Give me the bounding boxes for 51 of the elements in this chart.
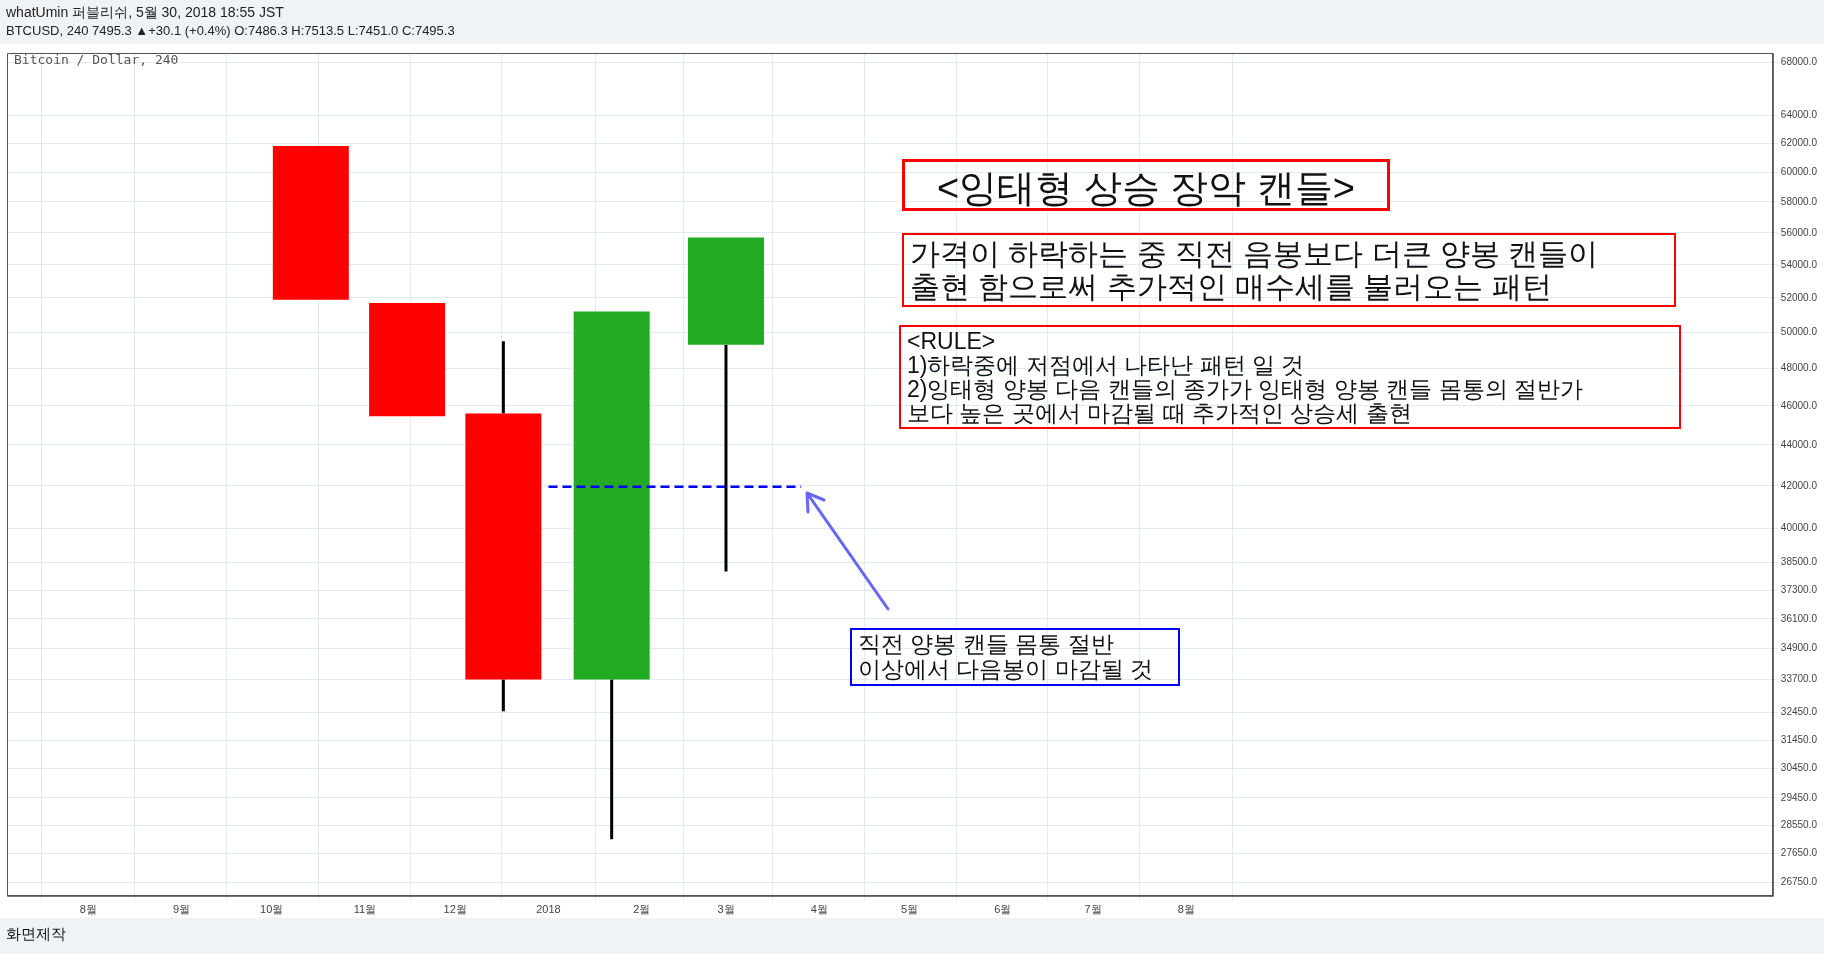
text: 화면제작 [6,925,66,944]
x-tick-label: 8월 [1177,903,1195,916]
y-tick-label: 37300.0 [1780,583,1818,595]
candlestick [573,311,650,840]
y-tick-label: 52000.0 [1780,291,1818,303]
candlestick [687,237,764,572]
x-tick-label: 3월 [717,903,735,916]
y-tick-label: 28550.0 [1780,819,1818,831]
y-tick-label: 56000.0 [1780,226,1818,238]
y-tick-label: 58000.0 [1780,195,1818,207]
x-tick-label: 10월 [260,903,284,916]
y-tick-label: 27650.0 [1780,847,1818,859]
chart-subtitle: BTCUSD, 240 7495.3 ▲+30.1 (+0.4%) O:7486.3 H:7513.5 L:7451.0 C:7495.3 [6,23,455,38]
candlestick [272,146,349,300]
y-tick-label: 60000.0 [1780,165,1818,177]
x-tick-label: 7월 [1084,903,1102,916]
y-tick-label: 36100.0 [1780,612,1818,624]
y-tick-label: 33700.0 [1780,673,1818,685]
y-tick-label: 38500.0 [1780,556,1818,568]
x-tick-label: 11월 [353,903,377,916]
y-tick-label: 50000.0 [1780,326,1818,338]
y-tick-label: 46000.0 [1780,399,1818,411]
y-tick-label: 34900.0 [1780,642,1818,654]
candlestick [369,303,446,417]
y-tick-label: 29450.0 [1780,791,1818,803]
y-tick-label: 30450.0 [1780,762,1818,774]
x-tick-label: 5월 [900,903,919,916]
y-tick-label: 54000.0 [1780,258,1818,270]
y-tick-label: 42000.0 [1780,479,1818,491]
x-tick-label: 2018 [536,903,561,916]
x-tick-label: 9월 [172,903,191,916]
x-tick-label: 6월 [994,903,1012,916]
y-tick-label: 31450.0 [1780,733,1818,745]
chart-title: whatUmin 퍼블리쉬, 5월 30, 2018 18:55 JST [6,4,284,22]
annotation: 직전 양봉 캔들 몸통 절반 이상에서 다음봉이 마감될 것 [850,628,1180,686]
x-tick-label: 8월 [79,903,97,916]
y-tick-label: 62000.0 [1780,137,1818,148]
annotation: <RULE> 1)하락중에 저점에서 나타난 패턴 일 것 2)잉태형 양봉 다음 캔들의 종가가 잉태형 양봉 캔들 몸통의 절반가 보다 높은 곳에서 마감될 때 추가적인 상승세 출현 [899,325,1681,429]
y-tick-label: 32450.0 [1780,706,1818,718]
y-tick-label: 40000.0 [1780,522,1818,534]
y-tick-label: 44000.0 [1780,438,1818,450]
y-tick-label: 26750.0 [1780,876,1818,888]
x-tick-label: 12월 [443,903,467,916]
x-tick-label: 2월 [633,903,651,916]
x-tick-label: 4월 [810,903,828,916]
annotation: Bitcoin / Dollar, 240 [14,52,179,67]
y-tick-label: 68000.0 [1780,55,1818,67]
annotation: <잉태형 상승 장악 캔들> [902,159,1390,211]
y-tick-label: 64000.0 [1780,109,1818,121]
annotation: 가격이 하락하는 중 직전 음봉보다 더큰 양봉 캔들이 출현 함으로써 추가적인 매수세를 불러오는 패턴 [902,233,1676,307]
y-tick-label: 48000.0 [1780,362,1818,374]
